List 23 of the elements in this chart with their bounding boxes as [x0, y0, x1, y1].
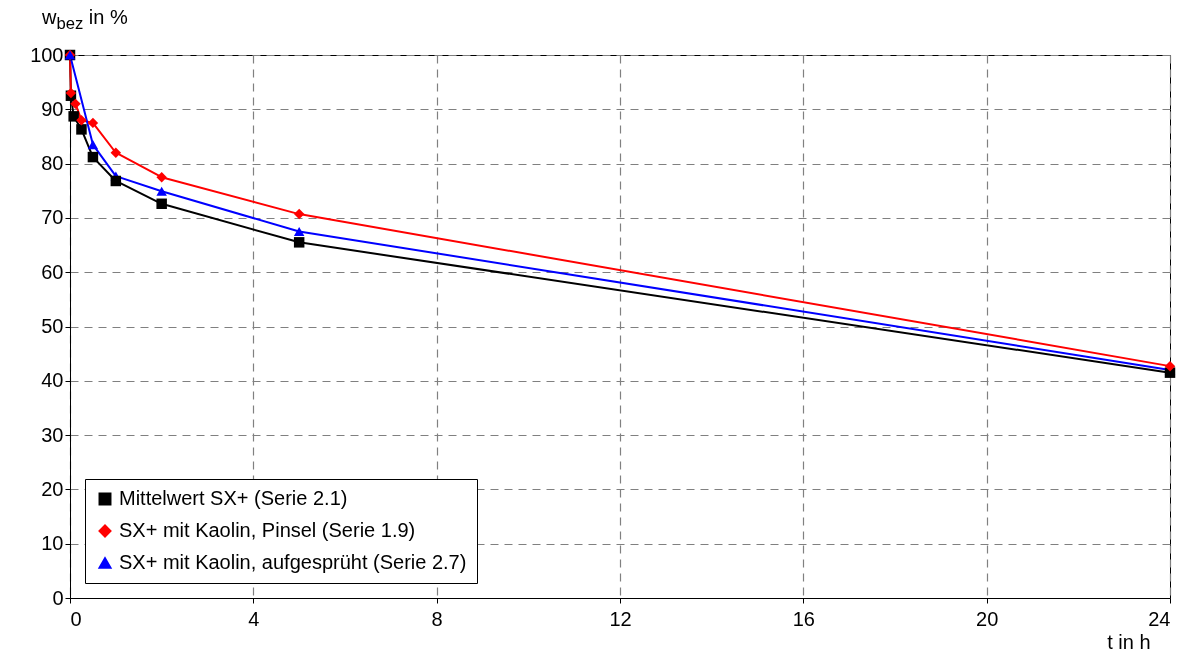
y-tick-label: 30 — [41, 423, 64, 446]
x-tick-label: 4 — [248, 607, 260, 630]
y-tick-label: 0 — [52, 586, 64, 609]
legend-label: SX+ mit Kaolin, Pinsel (Serie 1.9) — [119, 519, 416, 541]
y-tick-label: 50 — [41, 315, 64, 337]
x-tick-label: 16 — [792, 607, 815, 630]
y-tick-label: 100 — [30, 43, 64, 66]
y-tick-label: 20 — [41, 477, 64, 500]
y-axis-title: w$_{bez}$ in % — [42, 6, 128, 34]
x-tick-label: 24 — [1148, 607, 1171, 630]
y-tick-label: 40 — [41, 369, 64, 392]
y-tick-label: 70 — [41, 206, 64, 229]
legend-label: SX+ mit Kaolin, aufgesprüht (Serie 2.7) — [119, 551, 467, 573]
y-tick-label: 60 — [41, 260, 64, 283]
x-tick-label: 0 — [70, 607, 82, 630]
x-tick-label: 20 — [976, 607, 999, 630]
x-tick-label: 8 — [431, 607, 443, 630]
y-tick-label: 90 — [41, 97, 64, 120]
x-axis-title: t in h — [1107, 630, 1151, 653]
y-tick-label: 80 — [41, 152, 64, 175]
legend-label: Mittelwert SX+ (Serie 2.1) — [119, 487, 348, 509]
y-tick-label: 10 — [41, 532, 64, 555]
x-tick-label: 12 — [609, 607, 632, 630]
